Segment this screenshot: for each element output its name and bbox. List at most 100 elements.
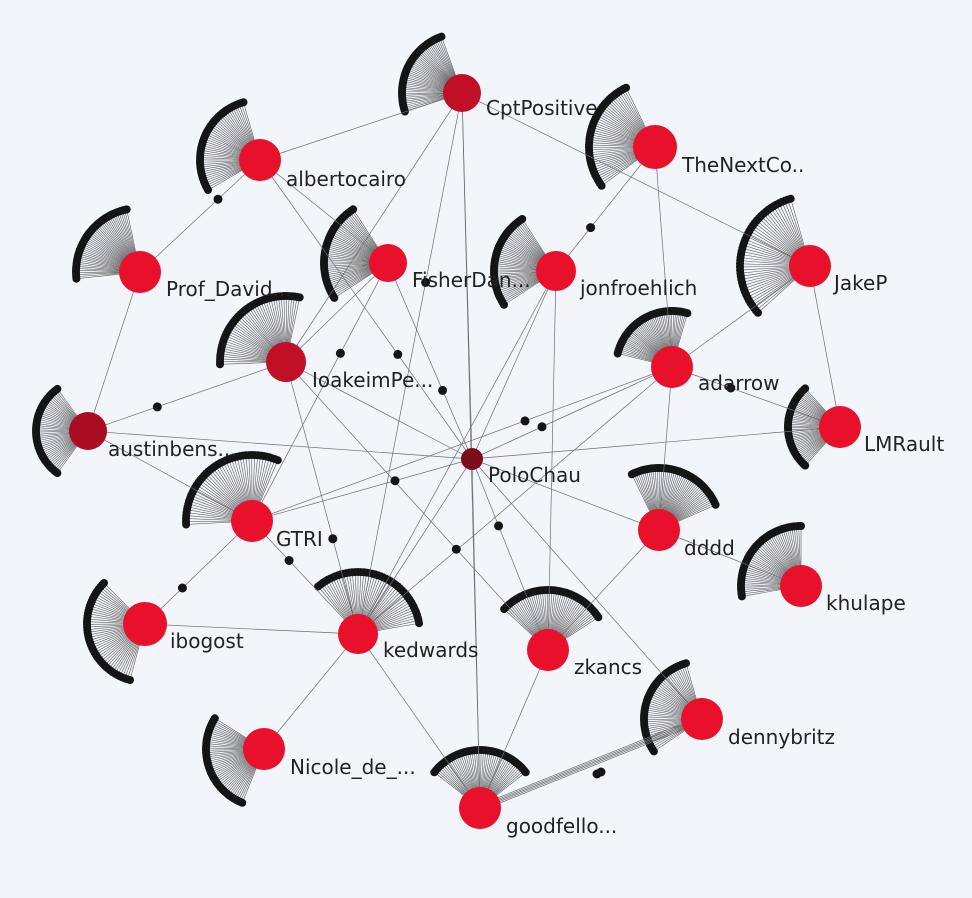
node-jakep[interactable] xyxy=(789,245,831,287)
edge-zkancs-goodfello xyxy=(479,649,549,809)
edge-ibogost-gtri xyxy=(144,520,253,625)
edge-dennybritz-goodfello-parallel xyxy=(479,718,703,809)
node-albertocairo[interactable] xyxy=(239,139,281,181)
node-kedwards[interactable] xyxy=(338,614,378,654)
node-gtri[interactable] xyxy=(231,500,273,542)
leaf-node[interactable] xyxy=(518,215,527,223)
leaf-node[interactable] xyxy=(210,714,219,723)
edge-albertocairo-profdavid xyxy=(139,159,261,273)
leaf-node[interactable] xyxy=(53,384,62,393)
bridge-node[interactable] xyxy=(537,422,547,432)
bridge-node[interactable] xyxy=(596,767,606,777)
edge-polochau-zkancs xyxy=(471,458,549,651)
edge-thenextco-adarrow xyxy=(654,146,673,368)
label-cptpositive: CptPositive xyxy=(486,96,598,120)
node-cptpositive[interactable] xyxy=(443,74,481,112)
edge-polochau-kedwards xyxy=(357,458,473,635)
node-dennybritz[interactable] xyxy=(681,698,723,740)
bridge-node[interactable] xyxy=(335,348,345,358)
leaf-node[interactable] xyxy=(122,205,131,214)
leaf-node[interactable] xyxy=(415,619,424,628)
edge-adarrow-dddd xyxy=(658,366,673,531)
bridge-node[interactable] xyxy=(494,521,504,531)
node-ibogost[interactable] xyxy=(123,602,167,646)
edge-dennybritz-goodfello-parallel xyxy=(479,720,703,810)
node-lmrault[interactable] xyxy=(819,406,861,448)
leaf-node[interactable] xyxy=(239,98,248,107)
node-profdavid[interactable] xyxy=(119,251,161,293)
leaf-fan-thenextco xyxy=(585,83,656,190)
label-goodfello: goodfello... xyxy=(506,814,617,838)
node-fisherdan[interactable] xyxy=(369,244,407,282)
leaf-node[interactable] xyxy=(521,768,530,777)
edge-adarrow-kedwards xyxy=(357,366,673,635)
edge-albertocairo-fisherdan xyxy=(259,159,389,264)
edge-dennybritz-goodfello-parallel xyxy=(479,717,703,807)
leaf-node[interactable] xyxy=(622,83,631,92)
edge-kedwards-goodfello xyxy=(357,633,481,809)
edge-adarrow-gtri xyxy=(251,366,673,522)
edge-kedwards-nicolede xyxy=(263,633,359,750)
node-adarrow[interactable] xyxy=(651,346,693,388)
edge-polochau-adarrow xyxy=(471,366,673,460)
bridge-node[interactable] xyxy=(213,194,223,204)
node-jonfroehlich[interactable] xyxy=(536,251,576,291)
leaf-node[interactable] xyxy=(682,659,690,668)
node-austinbens[interactable] xyxy=(69,412,107,450)
edge-jonfroehlich-thenextco xyxy=(555,146,656,272)
bridge-node[interactable] xyxy=(152,402,162,412)
leaf-node[interactable] xyxy=(100,579,108,587)
bridge-node[interactable] xyxy=(451,544,461,554)
leaf-node[interactable] xyxy=(786,194,795,203)
edge-dennybritz-goodfello-parallel xyxy=(479,715,703,806)
edge-gtri-kedwards xyxy=(251,520,359,635)
node-dddd[interactable] xyxy=(638,509,680,551)
leaf-node[interactable] xyxy=(797,522,805,530)
edge-polochau-ioakeimpe xyxy=(285,361,473,460)
label-zkancs: zkancs xyxy=(574,655,642,679)
leaf-node[interactable] xyxy=(273,456,282,465)
leaf-node[interactable] xyxy=(349,205,358,214)
label-jonfroehlich: jonfroehlich xyxy=(579,276,697,300)
bridge-node[interactable] xyxy=(586,223,596,233)
leaf-node[interactable] xyxy=(594,613,603,622)
bridge-node[interactable] xyxy=(328,534,338,544)
node-goodfello[interactable] xyxy=(459,787,501,829)
label-nicolede: Nicole_de_... xyxy=(290,755,416,779)
leaf-node[interactable] xyxy=(801,384,810,393)
label-ioakeimpe: IoakeimPe... xyxy=(312,368,433,392)
bridge-node[interactable] xyxy=(393,349,403,359)
node-zkancs[interactable] xyxy=(527,629,569,671)
bridge-node[interactable] xyxy=(390,476,400,486)
bridge-node[interactable] xyxy=(421,277,431,287)
node-polochau[interactable] xyxy=(461,448,483,470)
leaf-node[interactable] xyxy=(683,309,692,318)
label-albertocairo: albertocairo xyxy=(286,167,406,191)
leaf-node[interactable] xyxy=(437,32,446,41)
edge-polochau-jonfroehlich xyxy=(471,270,557,460)
label-austinbens: austinbens... xyxy=(108,437,237,461)
node-thenextco[interactable] xyxy=(633,125,677,169)
edge-austinbens-gtri xyxy=(87,430,253,522)
label-jakep: JakeP xyxy=(832,271,887,295)
edge-zkancs-ioakeimpe xyxy=(285,361,549,651)
edge-jonfroehlich-kedwards xyxy=(357,270,557,635)
edge-cptpositive-ioakeimpe xyxy=(285,92,463,363)
leaf-node[interactable] xyxy=(711,500,720,509)
bridge-node[interactable] xyxy=(284,556,294,565)
node-ioakeimpe[interactable] xyxy=(266,342,306,382)
bridge-node[interactable] xyxy=(438,385,448,395)
node-nicolede[interactable] xyxy=(243,728,285,770)
edge-cptpositive-albertocairo xyxy=(259,92,463,161)
bridge-node[interactable] xyxy=(726,383,736,393)
bridge-node[interactable] xyxy=(177,583,187,593)
bridge-node[interactable] xyxy=(520,416,530,426)
edge-ibogost-kedwards xyxy=(144,623,359,635)
node-khulape[interactable] xyxy=(780,565,822,607)
leaf-fan-dennybritz xyxy=(640,659,703,756)
leaf-node[interactable] xyxy=(295,293,304,302)
label-lmrault: LMRault xyxy=(864,432,944,456)
edge-jakep-adarrow xyxy=(671,265,811,368)
edge-polochau-lmrault xyxy=(471,426,841,460)
